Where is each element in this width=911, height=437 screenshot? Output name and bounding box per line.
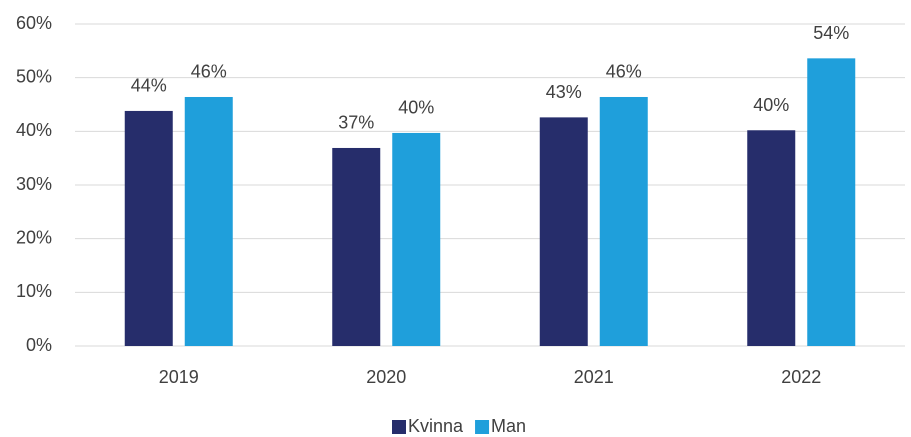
y-tick-label: 10% [16, 281, 52, 301]
bar [392, 132, 441, 346]
x-tick-label: 2019 [159, 367, 199, 387]
data-label: 44% [131, 76, 167, 96]
data-label: 40% [398, 98, 434, 118]
bar [807, 58, 856, 346]
legend-label: Man [491, 416, 526, 436]
data-label: 37% [338, 113, 374, 133]
data-label: 46% [606, 62, 642, 82]
legend-swatch [392, 420, 406, 434]
y-tick-label: 0% [26, 335, 52, 355]
bar [184, 96, 233, 346]
legend-label: Kvinna [408, 416, 464, 436]
x-tick-label: 2022 [781, 367, 821, 387]
y-tick-label: 20% [16, 227, 52, 247]
y-tick-label: 60% [16, 13, 52, 33]
bar [332, 147, 381, 346]
data-label: 46% [191, 62, 227, 82]
x-tick-label: 2020 [366, 367, 406, 387]
data-label: 54% [813, 23, 849, 43]
data-label: 43% [546, 82, 582, 102]
bar [124, 110, 173, 346]
y-tick-label: 40% [16, 120, 52, 140]
y-tick-label: 30% [16, 174, 52, 194]
data-label: 40% [753, 95, 789, 115]
bar [747, 130, 796, 346]
legend-swatch [475, 420, 490, 434]
bar [539, 117, 588, 346]
y-tick-label: 50% [16, 66, 52, 86]
x-tick-label: 2021 [574, 367, 614, 387]
bar [599, 96, 648, 346]
